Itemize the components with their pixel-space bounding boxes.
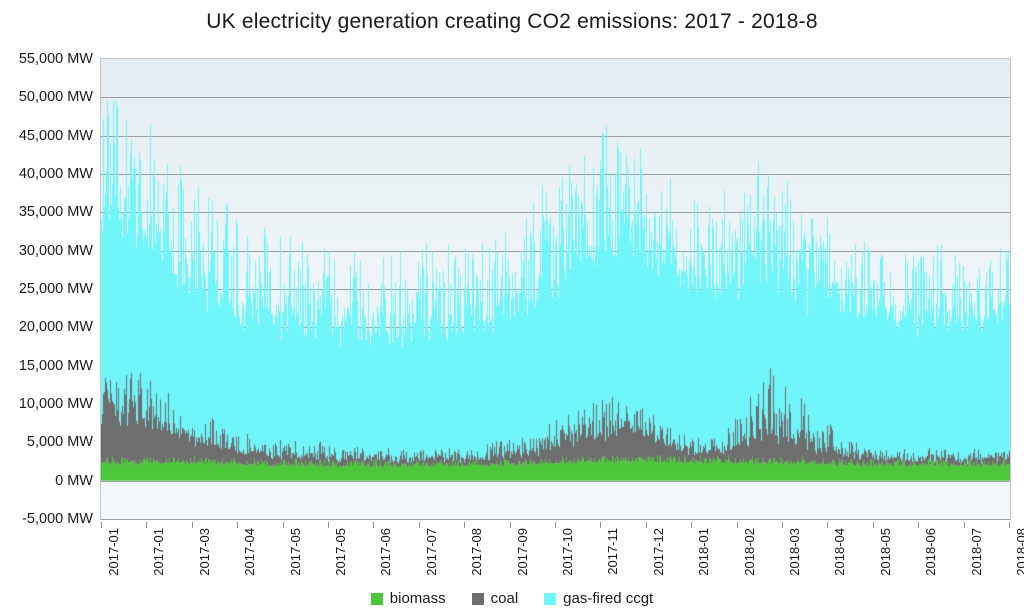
chart-title: UK electricity generation creating CO2 e… [206,10,818,33]
x-axis-tick-label: 2017-12 [651,528,666,576]
x-axis-tick-label: 2017-11 [605,528,620,575]
y-axis-tick-label: 5,000 MW [26,434,93,451]
legend-item[interactable]: gas-fired ccgt [544,590,653,607]
legend-swatch-icon [471,592,484,605]
x-axis-tick [328,522,329,528]
x-axis-tick [419,522,420,528]
x-axis-tick [373,522,374,528]
y-axis-tick-label: 10,000 MW [18,396,93,412]
x-axis-line [101,519,1010,520]
x-axis-tick-label: 2017-05 [333,528,348,576]
x-axis-tick [964,522,965,528]
x-axis-tick-label: 2017-08 [469,528,484,576]
x-axis-tick-label: 2017-04 [242,528,257,576]
chart-legend: biomass coal gas-fired ccgt [0,590,1024,607]
x-axis-tick [146,522,147,528]
x-axis-tick-label: 2018-07 [969,528,984,576]
legend-label: coal [490,590,519,607]
y-axis-tick-label: 25,000 MW [18,281,93,297]
legend-swatch-icon [544,592,557,605]
x-axis-tick [1009,522,1010,528]
x-axis-tick-label: 2017-07 [424,528,439,576]
y-axis-tick-label: 50,000 MW [18,89,93,106]
x-axis-tick-label: 2018-08 [1014,528,1024,576]
x-axis-tick-label: 2017-05 [288,528,303,576]
x-axis-tick-label: 2018-03 [787,528,802,576]
y-axis-tick-label: -5,000 MW [22,511,93,527]
x-axis-tick-label: 2018-06 [923,528,938,576]
legend-label: biomass [389,590,446,607]
x-axis-tick-label: 2017-03 [197,528,212,576]
legend-item[interactable]: biomass [370,590,446,607]
x-axis-tick [918,522,919,528]
x-axis-tick [192,522,193,528]
x-axis-tick [283,522,284,528]
x-axis-tick-label: 2018-04 [832,528,847,576]
legend-label: gas-fired ccgt [563,590,654,607]
x-axis-tick-label: 2018-05 [878,528,893,576]
x-axis-tick [737,522,738,528]
x-axis-tick-label: 2017-01 [106,528,121,576]
x-axis-tick-label: 2017-01 [151,528,166,576]
x-axis-tick [873,522,874,528]
x-axis-tick [510,522,511,528]
y-axis-tick-label: 0 MW [55,472,93,489]
x-axis-tick [600,522,601,528]
x-axis-tick-label: 2018-02 [742,528,757,576]
x-axis-tick-label: 2018-01 [696,528,711,576]
y-axis-tick-label: 40,000 MW [18,166,93,182]
legend-swatch-icon [370,592,383,605]
y-axis-tick-label: 35,000 MW [18,204,93,221]
y-axis-tick-label: 20,000 MW [18,319,93,336]
legend-item[interactable]: coal [471,590,519,607]
y-axis-tick-label: 55,000 MW [18,51,93,67]
y-axis-tick-label: 30,000 MW [18,242,93,259]
x-axis-tick [782,522,783,528]
x-axis-tick [691,522,692,528]
x-axis-tick-label: 2017-09 [515,528,530,576]
x-axis-tick [646,522,647,528]
y-axis-tick-label: 45,000 MW [18,127,93,144]
stacked-area-series [101,59,1010,519]
plot-area [101,59,1010,519]
x-axis-tick [237,522,238,528]
x-axis-tick-label: 2017-10 [560,528,575,576]
x-axis-tick [464,522,465,528]
x-axis-tick [555,522,556,528]
x-axis-tick [101,522,102,528]
y-axis-tick-label: 15,000 MW [18,357,93,374]
x-axis-tick-label: 2017-06 [378,528,393,576]
x-axis-tick [827,522,828,528]
